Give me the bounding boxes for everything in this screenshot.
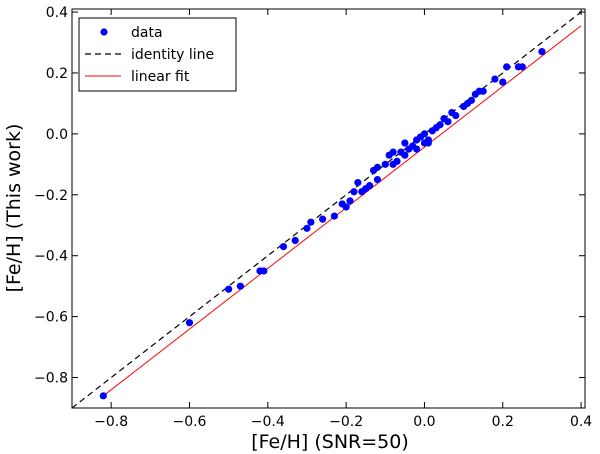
- data-point: [436, 121, 444, 129]
- data-point: [307, 218, 315, 226]
- data-point: [401, 151, 409, 159]
- data-points: [99, 48, 546, 400]
- y-axis-ticks: −0.8 −0.6 −0.4 −0.2 0.0 0.2 0.4: [34, 5, 585, 387]
- data-point: [424, 139, 432, 147]
- data-point: [467, 96, 476, 104]
- data-point: [373, 163, 382, 171]
- data-point: [330, 212, 338, 220]
- y-tick-label: −0.2: [34, 188, 68, 204]
- data-point: [350, 188, 358, 196]
- data-point: [319, 215, 327, 223]
- x-tick-label: −0.4: [251, 414, 285, 430]
- x-tick-label: 0.0: [413, 414, 435, 430]
- data-point: [381, 160, 389, 168]
- y-tick-label: −0.4: [34, 249, 68, 265]
- data-point: [503, 63, 511, 71]
- legend: data identity line linear fit: [78, 17, 237, 92]
- y-tick-label: −0.6: [34, 310, 68, 326]
- x-axis-ticks: −0.8 −0.6 −0.4 −0.2 0.0 0.2 0.4: [94, 9, 592, 430]
- data-point: [99, 392, 107, 400]
- data-point: [225, 285, 233, 293]
- data-point: [491, 75, 499, 83]
- y-tick-label: 0.4: [46, 5, 68, 21]
- x-tick-label: 0.2: [492, 414, 514, 430]
- data-point: [413, 145, 421, 153]
- data-point: [354, 179, 362, 187]
- x-tick-label: −0.2: [329, 414, 363, 430]
- data-point: [393, 157, 401, 165]
- x-axis-label: [Fe/H] (SNR=50): [251, 431, 409, 453]
- data-point: [479, 87, 487, 95]
- y-axis-label: [Fe/H] (This work): [3, 124, 25, 293]
- data-point: [420, 130, 429, 138]
- data-point: [373, 175, 382, 184]
- identity-line: [71, 8, 586, 409]
- plot-area: [71, 8, 586, 409]
- legend-data-label: data: [131, 25, 163, 41]
- legend-fit-label: linear fit: [131, 69, 190, 85]
- data-point: [260, 267, 268, 275]
- data-point: [538, 48, 546, 56]
- data-point: [291, 236, 299, 245]
- data-point: [346, 197, 354, 205]
- data-point: [366, 182, 374, 190]
- data-point: [342, 203, 350, 211]
- x-tick-label: −0.6: [172, 414, 206, 430]
- data-point: [185, 319, 194, 327]
- data-point: [401, 139, 409, 147]
- x-tick-label: 0.4: [570, 414, 592, 430]
- plot-frame: [71, 8, 586, 409]
- data-point: [389, 148, 397, 156]
- data-point: [303, 224, 311, 232]
- y-tick-label: −0.8: [34, 371, 68, 387]
- y-tick-label: 0.0: [46, 127, 68, 143]
- data-point: [452, 112, 460, 120]
- data-point: [499, 78, 507, 86]
- linear-fit-line: [103, 25, 582, 397]
- x-tick-label: −0.8: [94, 414, 128, 430]
- data-point: [444, 118, 452, 126]
- data-point: [518, 63, 526, 71]
- legend-identity-label: identity line: [131, 47, 214, 63]
- data-point: [236, 282, 244, 290]
- data-point: [279, 242, 288, 251]
- legend-data-marker: [100, 28, 108, 36]
- y-tick-label: 0.2: [46, 66, 68, 82]
